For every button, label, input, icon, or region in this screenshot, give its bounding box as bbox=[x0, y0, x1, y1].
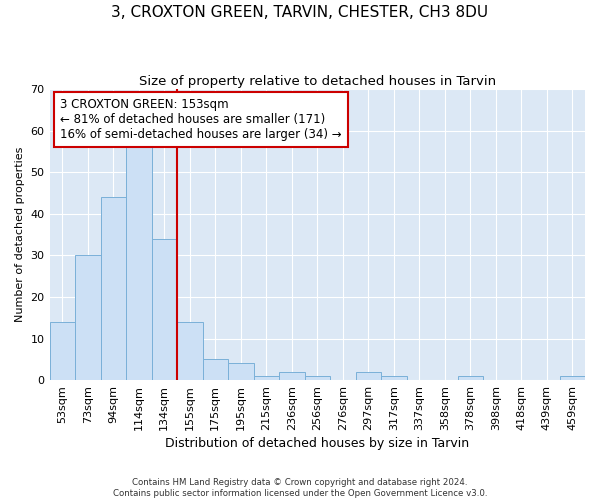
Text: Contains HM Land Registry data © Crown copyright and database right 2024.
Contai: Contains HM Land Registry data © Crown c… bbox=[113, 478, 487, 498]
Text: 3, CROXTON GREEN, TARVIN, CHESTER, CH3 8DU: 3, CROXTON GREEN, TARVIN, CHESTER, CH3 8… bbox=[112, 5, 488, 20]
Bar bbox=[101, 197, 126, 380]
Bar bbox=[356, 372, 381, 380]
Bar bbox=[177, 322, 203, 380]
Bar bbox=[75, 256, 101, 380]
Y-axis label: Number of detached properties: Number of detached properties bbox=[15, 147, 25, 322]
Title: Size of property relative to detached houses in Tarvin: Size of property relative to detached ho… bbox=[139, 75, 496, 88]
Bar bbox=[305, 376, 330, 380]
Bar bbox=[228, 364, 254, 380]
X-axis label: Distribution of detached houses by size in Tarvin: Distribution of detached houses by size … bbox=[165, 437, 469, 450]
Bar bbox=[458, 376, 483, 380]
Bar bbox=[152, 239, 177, 380]
Bar bbox=[254, 376, 279, 380]
Bar bbox=[560, 376, 585, 380]
Bar bbox=[126, 143, 152, 380]
Bar bbox=[203, 360, 228, 380]
Text: 3 CROXTON GREEN: 153sqm
← 81% of detached houses are smaller (171)
16% of semi-d: 3 CROXTON GREEN: 153sqm ← 81% of detache… bbox=[60, 98, 342, 141]
Bar bbox=[381, 376, 407, 380]
Bar bbox=[50, 322, 75, 380]
Bar bbox=[279, 372, 305, 380]
